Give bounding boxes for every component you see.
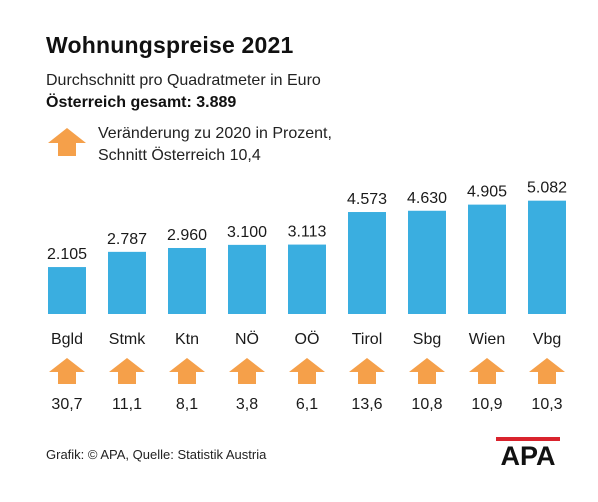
change-label: 8,1 <box>176 396 198 413</box>
arrow-up-icon <box>48 128 86 156</box>
category-label: NÖ <box>235 330 259 348</box>
bar-nö <box>228 244 266 314</box>
value-label: 4.573 <box>347 191 387 208</box>
category-label: OÖ <box>295 330 320 348</box>
change-label: 30,7 <box>51 396 82 413</box>
chart-title: Wohnungspreise 2021 <box>46 32 294 58</box>
category-label: Stmk <box>109 331 146 348</box>
category-label: Tirol <box>352 331 383 348</box>
change-label: 10,8 <box>411 396 442 413</box>
arrow-up-icon <box>529 358 565 384</box>
value-label: 3.113 <box>288 224 327 241</box>
legend-text-line1: Veränderung zu 2020 in Prozent, <box>98 125 332 142</box>
bar-tirol <box>348 212 386 314</box>
bar-vbg <box>528 200 566 314</box>
arrow-up-icon <box>109 358 145 384</box>
source-footer: Grafik: © APA, Quelle: Statistik Austria <box>46 447 267 462</box>
bar-ktn <box>168 247 206 314</box>
value-label: 2.787 <box>107 231 147 248</box>
arrow-up-icon <box>49 358 85 384</box>
change-label: 3,8 <box>236 396 258 413</box>
arrow-up-icon <box>409 358 445 384</box>
arrow-up-icon <box>229 358 265 384</box>
category-label: Bgld <box>51 331 83 348</box>
bar-wien <box>468 204 506 314</box>
bar-oö <box>288 244 326 314</box>
category-label: Vbg <box>533 331 561 348</box>
category-label: Ktn <box>175 331 199 348</box>
austria-total: Österreich gesamt: 3.889 <box>46 94 237 111</box>
bar-bgld <box>48 267 86 314</box>
value-label: 2.105 <box>47 246 87 263</box>
change-label: 10,3 <box>531 396 562 413</box>
value-label: 5.082 <box>527 180 567 197</box>
change-label: 10,9 <box>471 396 502 413</box>
change-label: 6,1 <box>296 396 318 413</box>
category-label: Sbg <box>413 331 441 348</box>
apa-logo: APA <box>496 437 560 467</box>
change-label: 11,1 <box>112 396 142 413</box>
arrow-up-icon <box>349 358 385 384</box>
category-label: Wien <box>469 331 505 348</box>
bar-chart: 2.105 Bgld 30,7 2.787 Stmk 11,1 2.960 Ktn 8,1 3.1… <box>47 180 567 413</box>
value-label: 4.905 <box>467 184 507 201</box>
arrow-up-icon <box>169 358 205 384</box>
value-label: 3.100 <box>227 224 267 241</box>
apa-logo-text: APA <box>500 441 555 467</box>
arrow-up-icon <box>289 358 325 384</box>
legend-text-line2: Schnitt Österreich 10,4 <box>98 147 261 164</box>
value-label: 4.630 <box>407 190 447 207</box>
arrow-up-icon <box>469 358 505 384</box>
bar-stmk <box>108 251 146 314</box>
value-label: 2.960 <box>167 227 207 244</box>
change-label: 13,6 <box>351 396 382 413</box>
chart-subtitle: Durchschnitt pro Quadratmeter in Euro <box>46 72 321 89</box>
bar-sbg <box>408 210 446 314</box>
